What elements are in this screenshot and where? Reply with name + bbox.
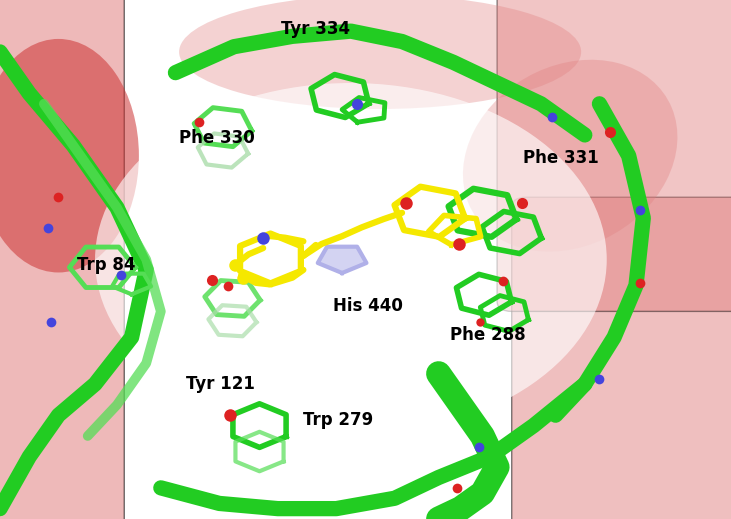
Text: Phe 331: Phe 331 <box>523 149 599 167</box>
Text: Trp 279: Trp 279 <box>303 412 374 429</box>
Text: Tyr 334: Tyr 334 <box>281 20 351 37</box>
Ellipse shape <box>179 0 581 109</box>
Ellipse shape <box>95 83 607 436</box>
Polygon shape <box>318 247 366 273</box>
Text: Trp 84: Trp 84 <box>77 256 135 274</box>
FancyBboxPatch shape <box>497 0 731 311</box>
Text: His 440: His 440 <box>333 297 403 315</box>
Ellipse shape <box>463 60 678 252</box>
Ellipse shape <box>0 39 139 272</box>
Text: Phe 288: Phe 288 <box>450 326 525 344</box>
FancyBboxPatch shape <box>0 0 124 519</box>
FancyBboxPatch shape <box>512 197 731 519</box>
Text: Tyr 121: Tyr 121 <box>186 375 255 393</box>
Text: Phe 330: Phe 330 <box>179 129 255 146</box>
